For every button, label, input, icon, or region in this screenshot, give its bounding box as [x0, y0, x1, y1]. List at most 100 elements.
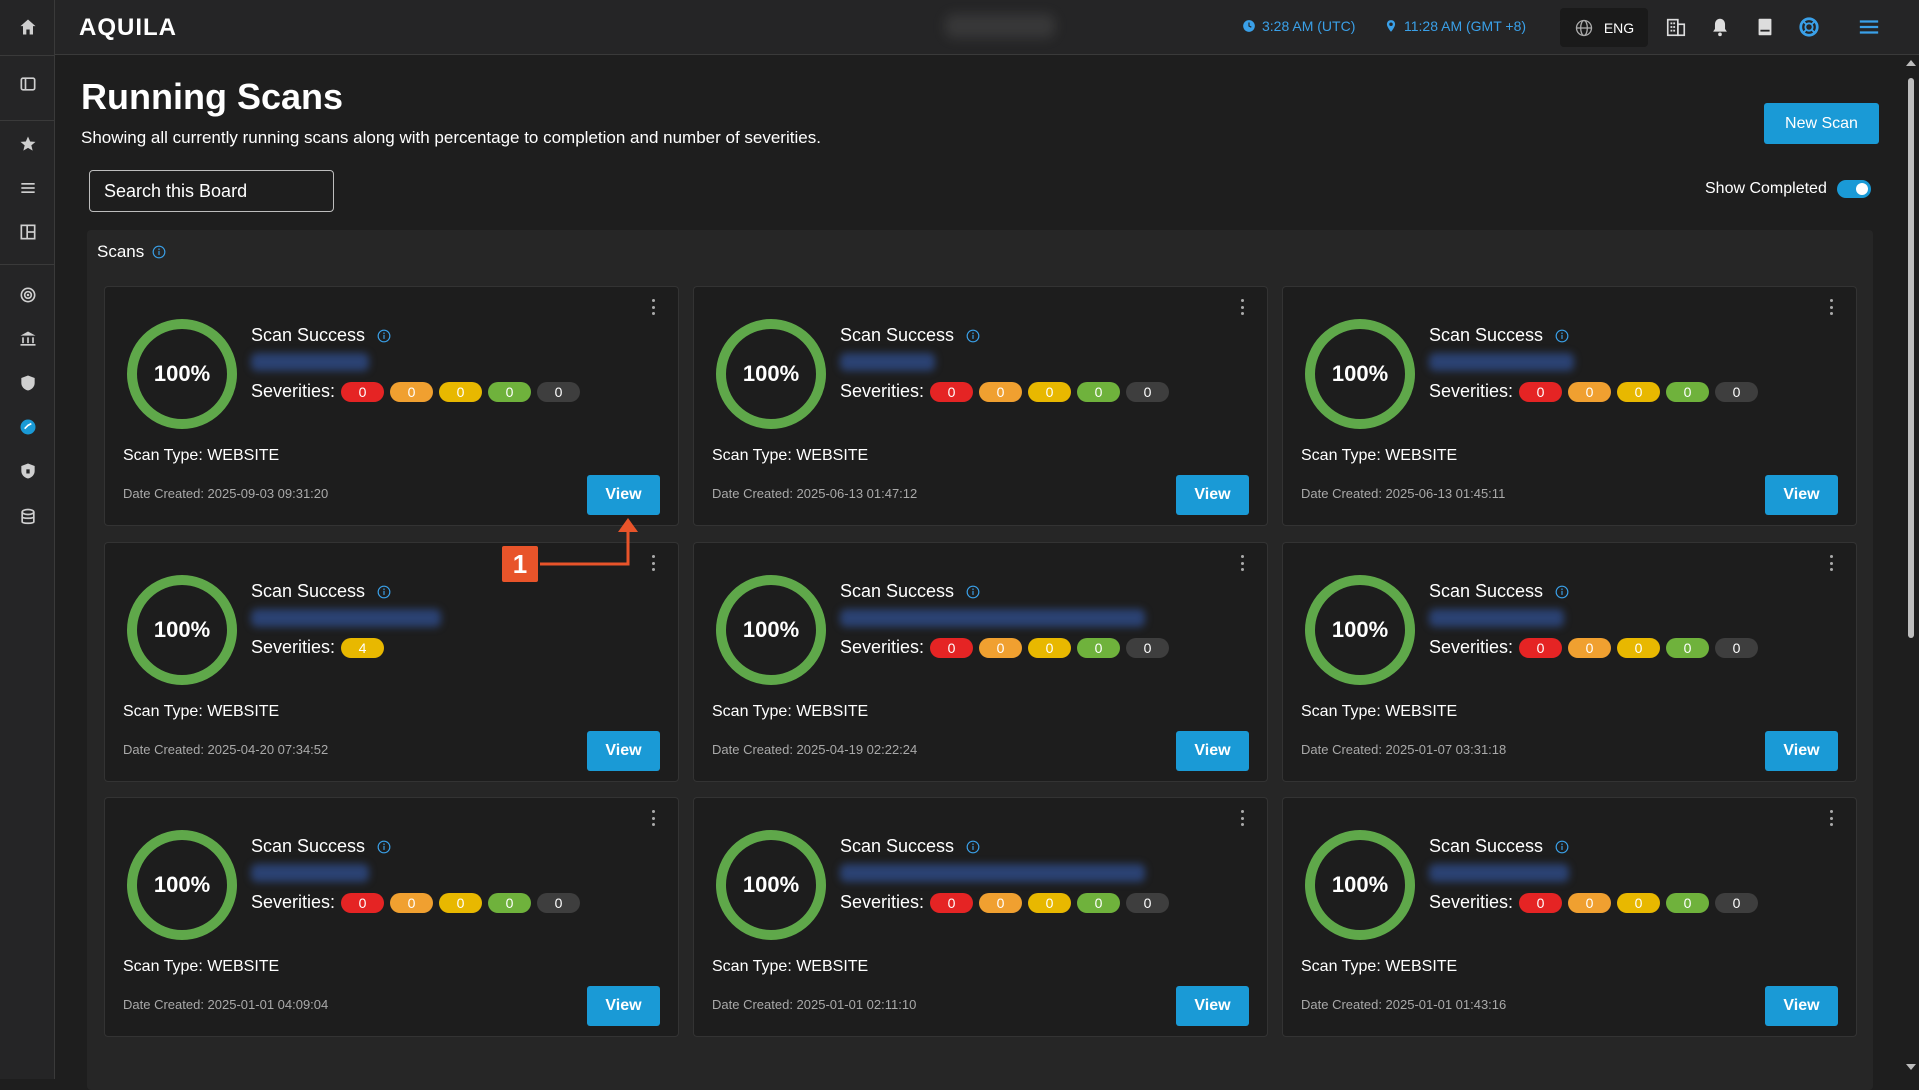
scan-card: 100% Scan Success Severities: 0 0 0 0 0 Scan …: [1282, 797, 1857, 1037]
scan-type: Scan Type: WEBSITE: [123, 703, 280, 720]
severity-pill: 0: [537, 381, 581, 402]
scan-type: Scan Type: WEBSITE: [712, 447, 869, 464]
scan-status-label: Scan Success: [1429, 581, 1544, 601]
menu-icon[interactable]: [0, 168, 55, 208]
info-icon[interactable]: [1555, 585, 1569, 599]
scan-card: 100% Scan Success Severities: 0 0 0 0 0 Scan …: [693, 286, 1268, 526]
severity-pill: 0: [1519, 892, 1563, 913]
severity-pill: 0: [979, 892, 1023, 913]
book-icon[interactable]: [1752, 14, 1778, 40]
info-icon[interactable]: [966, 329, 980, 343]
severity-pill: 0: [1568, 381, 1612, 402]
scan-type: Scan Type: WEBSITE: [1301, 958, 1458, 975]
home-icon[interactable]: [0, 7, 55, 47]
date-created: Date Created: 2025-04-20 07:34:52: [123, 742, 329, 757]
lifebuoy-icon[interactable]: [1796, 14, 1822, 40]
scan-status: Scan Success: [251, 836, 391, 857]
layout-icon[interactable]: [0, 212, 55, 252]
info-icon[interactable]: [1555, 840, 1569, 854]
severity-pill: 0: [1617, 381, 1661, 402]
info-icon[interactable]: [966, 840, 980, 854]
severities-label: Severities:: [251, 892, 336, 912]
building-icon[interactable]: [1663, 14, 1689, 40]
severity-pill: 0: [1077, 892, 1121, 913]
severity-pill: 0: [930, 381, 974, 402]
dashboard-icon[interactable]: [0, 407, 55, 447]
language-selector[interactable]: ENG: [1560, 8, 1648, 47]
hamburger-icon[interactable]: [1856, 14, 1882, 40]
shield-icon[interactable]: [0, 363, 55, 403]
card-menu-icon[interactable]: [652, 810, 656, 826]
scan-status: Scan Success: [251, 581, 391, 602]
scan-type: Scan Type: WEBSITE: [123, 958, 280, 975]
card-menu-icon[interactable]: [1241, 810, 1245, 826]
view-button[interactable]: View: [1765, 475, 1838, 515]
page-scrollbar[interactable]: [1902, 56, 1919, 1079]
severity-pill: 0: [1028, 637, 1072, 658]
view-button[interactable]: View: [1176, 475, 1249, 515]
info-icon[interactable]: [966, 585, 980, 599]
search-input[interactable]: [89, 170, 334, 212]
main-content: Running Scans Showing all currently runn…: [55, 56, 1902, 1090]
date-created: Date Created: 2025-01-01 01:43:16: [1301, 997, 1507, 1012]
progress-percent: 100%: [742, 872, 800, 897]
scan-status: Scan Success: [1429, 581, 1569, 602]
view-button[interactable]: View: [1765, 731, 1838, 771]
severity-pill: 0: [1666, 892, 1710, 913]
card-menu-icon[interactable]: [1241, 555, 1245, 571]
utc-time: 3:28 AM (UTC): [1262, 18, 1356, 34]
scan-status-label: Scan Success: [840, 325, 955, 345]
scroll-up-arrow-icon[interactable]: [1906, 60, 1916, 66]
info-icon[interactable]: [152, 245, 166, 259]
progress-percent: 100%: [1331, 617, 1389, 642]
star-icon[interactable]: [0, 124, 55, 164]
view-button[interactable]: View: [587, 731, 660, 771]
local-time: 11:28 AM (GMT +8): [1404, 18, 1527, 34]
location-pin-icon: [1386, 20, 1396, 32]
shield-lock-icon[interactable]: [0, 451, 55, 491]
scan-type: Scan Type: WEBSITE: [123, 447, 280, 464]
view-button[interactable]: View: [587, 986, 660, 1026]
view-button[interactable]: View: [1765, 986, 1838, 1026]
scan-status: Scan Success: [840, 581, 980, 602]
card-menu-icon[interactable]: [652, 555, 656, 571]
radar-icon[interactable]: [0, 275, 55, 315]
scan-status: Scan Success: [840, 836, 980, 857]
database-icon[interactable]: [0, 497, 55, 537]
severity-pill: 0: [1519, 381, 1563, 402]
card-menu-icon[interactable]: [652, 299, 656, 315]
page-subtitle: Showing all currently running scans alon…: [81, 128, 821, 147]
card-menu-icon[interactable]: [1830, 810, 1834, 826]
blurred-target-name: [251, 864, 369, 882]
new-scan-button[interactable]: New Scan: [1764, 103, 1879, 144]
show-completed-toggle[interactable]: [1836, 180, 1871, 198]
scroll-down-arrow-icon[interactable]: [1906, 1064, 1916, 1070]
panel-icon[interactable]: [0, 64, 55, 104]
panel-header: Scans: [97, 242, 166, 262]
card-menu-icon[interactable]: [1830, 299, 1834, 315]
bank-icon[interactable]: [0, 319, 55, 359]
severity-pill: 0: [1715, 637, 1759, 658]
app-logo[interactable]: AQUILA: [79, 14, 177, 41]
clock-icon: [1243, 20, 1255, 32]
info-icon[interactable]: [377, 585, 391, 599]
show-completed-label: Show Completed: [1705, 180, 1827, 197]
view-button[interactable]: View: [1176, 731, 1249, 771]
scan-type: Scan Type: WEBSITE: [1301, 447, 1458, 464]
blurred-target-name: [1429, 864, 1569, 882]
severity-pill: 0: [1666, 637, 1710, 658]
view-button[interactable]: View: [1176, 986, 1249, 1026]
scroll-thumb[interactable]: [1908, 78, 1914, 638]
card-menu-icon[interactable]: [1241, 299, 1245, 315]
view-button[interactable]: View: [587, 475, 660, 515]
card-menu-icon[interactable]: [1830, 555, 1834, 571]
date-created: Date Created: 2025-09-03 09:31:20: [123, 486, 329, 501]
scan-status: Scan Success: [840, 325, 980, 346]
bell-icon[interactable]: [1707, 14, 1733, 40]
severities-row: Severities: 0 0 0 0 0: [251, 381, 581, 402]
info-icon[interactable]: [377, 840, 391, 854]
info-icon[interactable]: [1555, 329, 1569, 343]
date-created: Date Created: 2025-06-13 01:47:12: [712, 486, 918, 501]
info-icon[interactable]: [377, 329, 391, 343]
date-created: Date Created: 2025-01-01 04:09:04: [123, 997, 329, 1012]
